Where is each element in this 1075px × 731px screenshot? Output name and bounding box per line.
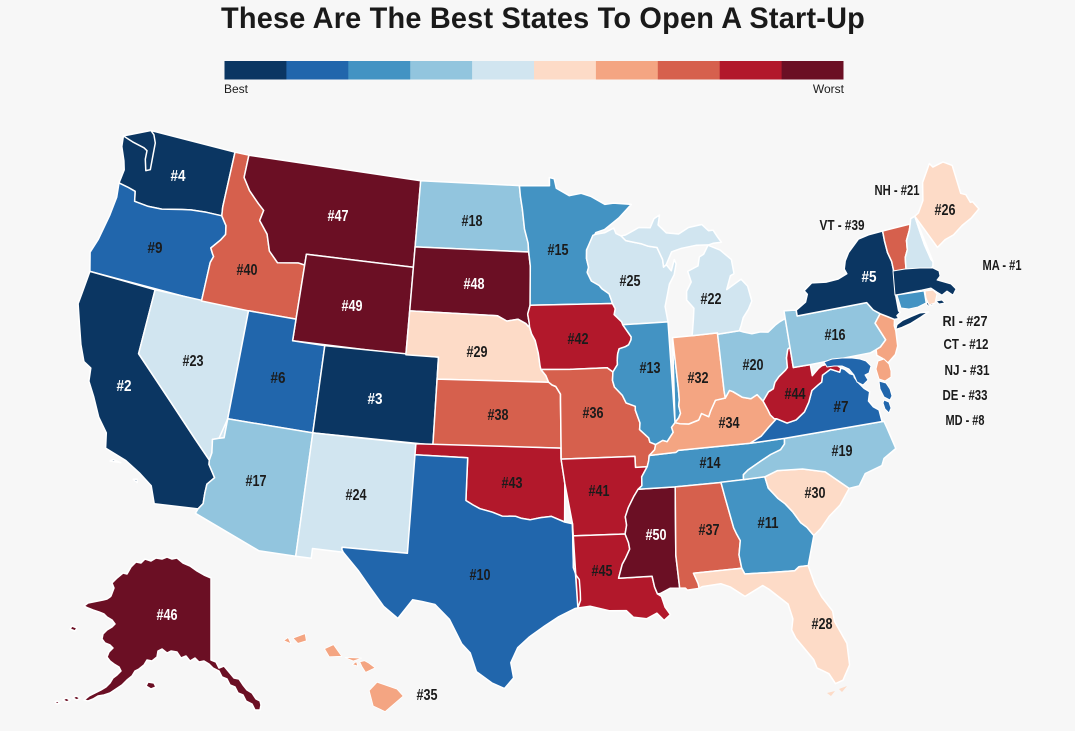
svg-text:#11: #11 [758,515,779,532]
svg-text:#2: #2 [117,378,132,395]
svg-text:#45: #45 [592,563,613,580]
svg-text:#3: #3 [368,391,383,408]
svg-text:#6: #6 [271,370,286,387]
svg-text:VT - #39: VT - #39 [820,217,865,234]
svg-text:DE - #33: DE - #33 [943,387,988,404]
svg-text:CT - #12: CT - #12 [944,336,989,353]
svg-text:#18: #18 [462,213,483,230]
svg-text:#5: #5 [862,269,877,286]
svg-text:#28: #28 [812,616,833,633]
svg-text:#26: #26 [935,202,956,219]
svg-text:#44: #44 [785,386,806,403]
svg-text:NH - #21: NH - #21 [875,182,920,199]
svg-text:#7: #7 [834,399,849,416]
svg-text:#30: #30 [805,485,826,502]
svg-text:#29: #29 [467,344,488,361]
svg-text:NJ - #31: NJ - #31 [945,362,990,379]
svg-text:#17: #17 [246,473,267,490]
svg-text:#43: #43 [502,475,523,492]
svg-text:#15: #15 [548,242,569,259]
svg-text:#36: #36 [583,405,604,422]
svg-text:#50: #50 [646,527,667,544]
svg-text:#47: #47 [328,208,349,225]
svg-text:#10: #10 [470,567,491,584]
svg-text:#42: #42 [568,331,589,348]
svg-text:#37: #37 [699,522,720,539]
svg-text:RI - #27: RI - #27 [943,313,988,330]
svg-text:#20: #20 [743,357,764,374]
svg-text:#49: #49 [342,298,363,315]
svg-text:#46: #46 [157,607,178,624]
svg-text:These Are The Best States To O: These Are The Best States To Open A Star… [221,2,865,35]
svg-text:#19: #19 [832,443,853,460]
svg-text:#38: #38 [488,407,509,424]
svg-text:#40: #40 [237,262,258,279]
svg-text:#9: #9 [148,240,163,257]
svg-text:#25: #25 [620,273,641,290]
svg-text:#41: #41 [589,483,610,500]
svg-text:#23: #23 [183,353,204,370]
svg-text:#14: #14 [700,455,721,472]
svg-text:MA - #1: MA - #1 [983,257,1022,274]
svg-text:#16: #16 [825,327,846,344]
svg-text:#13: #13 [640,360,661,377]
svg-text:#34: #34 [719,415,740,432]
svg-text:Worst: Worst [813,82,845,96]
svg-text:#22: #22 [701,291,722,308]
svg-text:#48: #48 [464,276,485,293]
svg-text:#35: #35 [417,687,438,704]
svg-text:Best: Best [224,82,249,96]
svg-text:#32: #32 [688,370,709,387]
svg-text:#4: #4 [171,168,186,185]
svg-text:MD - #8: MD - #8 [946,412,985,429]
svg-text:#24: #24 [346,487,367,504]
